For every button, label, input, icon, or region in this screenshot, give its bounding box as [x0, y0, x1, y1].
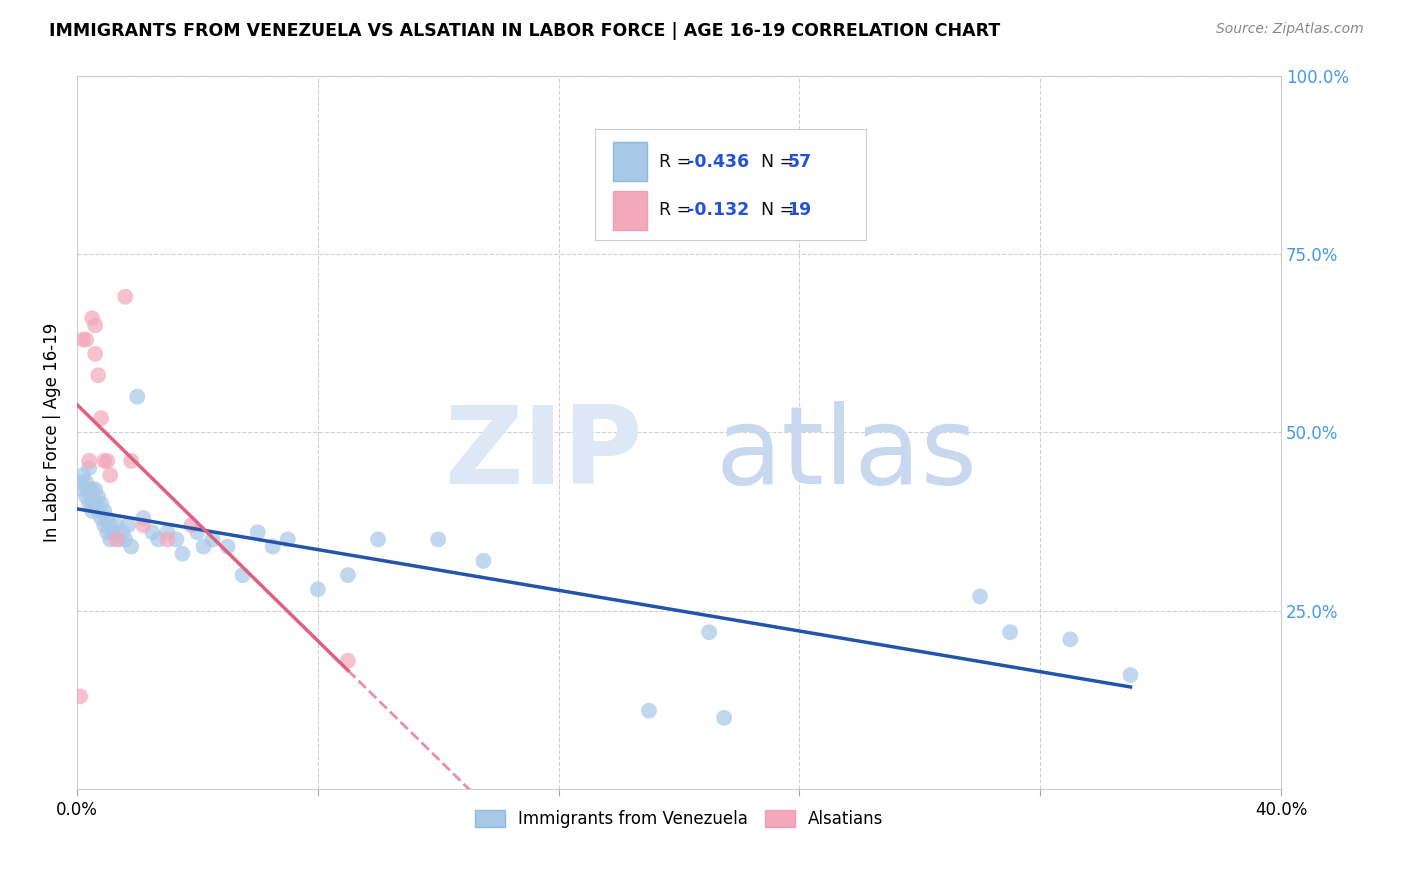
- Point: [105, 518, 128, 533]
- Point: [108, 533, 131, 547]
- Point: [69, 475, 91, 490]
- Point: [111, 525, 134, 540]
- Point: [98, 468, 121, 483]
- Legend: Immigrants from Venezuela, Alsatians: Immigrants from Venezuela, Alsatians: [468, 803, 890, 834]
- Point: [72, 483, 94, 497]
- Point: [75, 333, 97, 347]
- Point: [90, 497, 112, 511]
- Point: [713, 711, 735, 725]
- Point: [132, 511, 155, 525]
- Point: [336, 654, 359, 668]
- Point: [96, 454, 118, 468]
- Point: [105, 533, 128, 547]
- FancyBboxPatch shape: [613, 142, 647, 181]
- Point: [217, 540, 239, 554]
- Point: [82, 483, 104, 497]
- Text: R =: R =: [658, 153, 696, 170]
- FancyBboxPatch shape: [595, 129, 866, 240]
- Text: -0.436: -0.436: [688, 153, 749, 170]
- Point: [82, 311, 104, 326]
- Point: [96, 525, 118, 540]
- Point: [117, 518, 139, 533]
- Point: [307, 582, 329, 597]
- Point: [77, 497, 100, 511]
- Point: [77, 461, 100, 475]
- Point: [72, 333, 94, 347]
- Point: [96, 511, 118, 525]
- Y-axis label: In Labor Force | Age 16-19: In Labor Force | Age 16-19: [44, 323, 60, 542]
- Point: [87, 368, 110, 383]
- Point: [77, 454, 100, 468]
- Text: 57: 57: [787, 153, 811, 170]
- Point: [77, 483, 100, 497]
- Point: [90, 511, 112, 525]
- Point: [969, 590, 991, 604]
- FancyBboxPatch shape: [613, 191, 647, 230]
- Text: 19: 19: [787, 202, 811, 219]
- Text: N =: N =: [761, 202, 800, 219]
- Point: [1119, 668, 1142, 682]
- Point: [697, 625, 720, 640]
- Point: [120, 454, 142, 468]
- Point: [84, 318, 107, 333]
- Point: [1059, 632, 1081, 647]
- Point: [84, 497, 107, 511]
- Point: [367, 533, 389, 547]
- Point: [141, 525, 163, 540]
- Point: [246, 525, 269, 540]
- Point: [82, 497, 104, 511]
- Point: [180, 518, 202, 533]
- Point: [120, 540, 142, 554]
- Point: [84, 347, 107, 361]
- Point: [87, 490, 110, 504]
- Point: [90, 411, 112, 425]
- Point: [262, 540, 284, 554]
- Point: [114, 290, 136, 304]
- Point: [103, 525, 125, 540]
- Point: [193, 540, 215, 554]
- Text: IMMIGRANTS FROM VENEZUELA VS ALSATIAN IN LABOR FORCE | AGE 16-19 CORRELATION CHA: IMMIGRANTS FROM VENEZUELA VS ALSATIAN IN…: [49, 22, 1001, 40]
- Text: Source: ZipAtlas.com: Source: ZipAtlas.com: [1216, 22, 1364, 37]
- Point: [156, 525, 179, 540]
- Text: ZIP: ZIP: [444, 401, 643, 507]
- Point: [98, 518, 121, 533]
- Point: [82, 504, 104, 518]
- Point: [127, 390, 149, 404]
- Point: [93, 504, 115, 518]
- Point: [172, 547, 194, 561]
- Point: [638, 704, 661, 718]
- Point: [277, 533, 299, 547]
- Point: [93, 454, 115, 468]
- Point: [156, 533, 179, 547]
- Point: [114, 533, 136, 547]
- Point: [336, 568, 359, 582]
- Text: -0.132: -0.132: [688, 202, 749, 219]
- Point: [93, 518, 115, 533]
- Point: [165, 533, 187, 547]
- Point: [75, 475, 97, 490]
- Point: [148, 533, 170, 547]
- Text: N =: N =: [761, 153, 800, 170]
- Point: [201, 533, 224, 547]
- Point: [427, 533, 450, 547]
- Point: [132, 518, 155, 533]
- Point: [87, 504, 110, 518]
- Point: [72, 468, 94, 483]
- Point: [998, 625, 1021, 640]
- Text: R =: R =: [658, 202, 702, 219]
- Point: [232, 568, 254, 582]
- Point: [472, 554, 495, 568]
- Point: [98, 533, 121, 547]
- Point: [69, 690, 91, 704]
- Point: [84, 483, 107, 497]
- Text: atlas: atlas: [716, 401, 977, 507]
- Point: [186, 525, 208, 540]
- Point: [75, 490, 97, 504]
